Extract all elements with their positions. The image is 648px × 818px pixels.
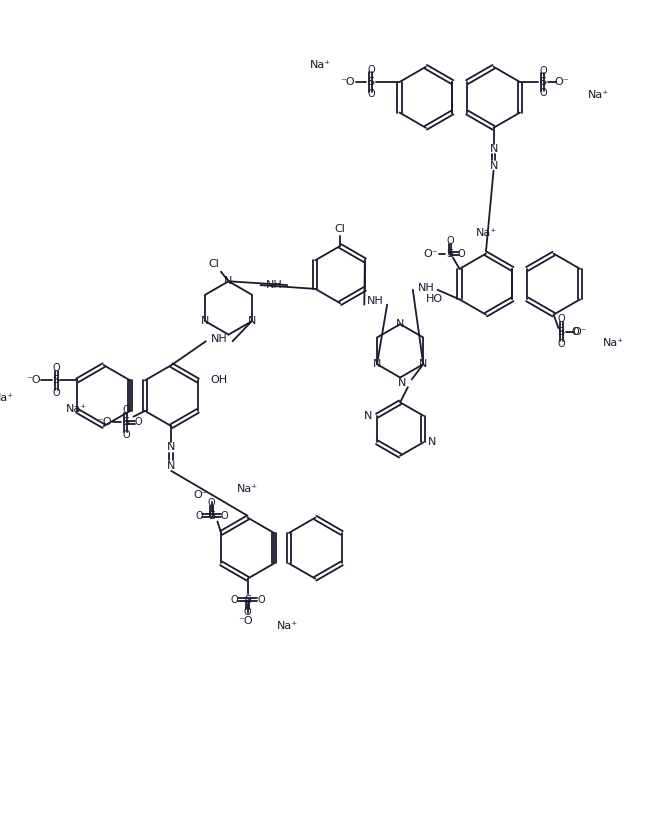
- Text: S: S: [52, 375, 60, 385]
- Text: O: O: [208, 498, 216, 508]
- Text: NH: NH: [418, 283, 435, 293]
- Text: Cl: Cl: [334, 224, 345, 234]
- Text: O⁻: O⁻: [424, 249, 438, 258]
- Text: N: N: [419, 359, 428, 369]
- Text: ⁻O: ⁻O: [98, 417, 112, 427]
- Text: Na⁺: Na⁺: [237, 484, 259, 494]
- Text: Na⁺: Na⁺: [277, 622, 298, 631]
- Text: ⁻O: ⁻O: [26, 375, 41, 385]
- Text: S: S: [446, 249, 454, 258]
- Text: ⁻O: ⁻O: [238, 616, 253, 626]
- Text: O: O: [539, 65, 547, 75]
- Text: Na⁺: Na⁺: [0, 393, 14, 402]
- Text: O: O: [244, 607, 251, 617]
- Text: Na⁺: Na⁺: [588, 90, 608, 101]
- Text: O: O: [557, 339, 565, 349]
- Text: N: N: [373, 359, 381, 369]
- Text: S: S: [244, 595, 251, 605]
- Text: O: O: [52, 363, 60, 373]
- Text: Na⁺: Na⁺: [603, 338, 624, 348]
- Text: ⁻O: ⁻O: [341, 77, 355, 87]
- Text: NH: NH: [367, 296, 384, 306]
- Text: O: O: [457, 249, 465, 258]
- Text: Na⁺: Na⁺: [65, 404, 87, 414]
- Text: NH: NH: [211, 335, 227, 344]
- Text: N: N: [224, 276, 233, 286]
- Text: Na⁺: Na⁺: [476, 227, 497, 238]
- Text: S: S: [122, 417, 130, 427]
- Text: O: O: [572, 326, 579, 337]
- Text: N: N: [167, 461, 176, 471]
- Text: S: S: [367, 77, 375, 87]
- Text: O: O: [220, 510, 228, 521]
- Text: O⁻: O⁻: [193, 490, 207, 500]
- Text: N: N: [489, 161, 498, 171]
- Text: O: O: [231, 595, 238, 605]
- Text: O⁻: O⁻: [555, 77, 569, 87]
- Text: N: N: [489, 144, 498, 154]
- Text: O: O: [557, 314, 565, 325]
- Text: S: S: [208, 510, 215, 521]
- Text: S: S: [539, 77, 546, 87]
- Text: N: N: [428, 438, 436, 447]
- Text: O: O: [122, 405, 130, 415]
- Text: O: O: [446, 236, 454, 246]
- Text: O: O: [52, 388, 60, 398]
- Text: N: N: [364, 411, 373, 420]
- Text: NH: NH: [266, 280, 283, 290]
- Text: O: O: [367, 89, 375, 100]
- Text: O: O: [135, 417, 142, 427]
- Text: N: N: [248, 317, 256, 326]
- Text: HO: HO: [426, 294, 443, 304]
- Text: S: S: [558, 326, 565, 337]
- Text: N: N: [167, 443, 176, 452]
- Text: O: O: [196, 510, 203, 521]
- Text: N: N: [398, 378, 406, 389]
- Text: Na⁺: Na⁺: [310, 60, 331, 70]
- Text: OH: OH: [210, 375, 227, 385]
- Text: O⁻: O⁻: [572, 326, 586, 337]
- Text: N: N: [396, 319, 404, 329]
- Text: O: O: [367, 65, 375, 74]
- Text: Cl: Cl: [209, 259, 220, 269]
- Text: O: O: [539, 88, 547, 98]
- Text: O: O: [122, 429, 130, 440]
- Text: O: O: [257, 595, 265, 605]
- Text: N: N: [202, 317, 210, 326]
